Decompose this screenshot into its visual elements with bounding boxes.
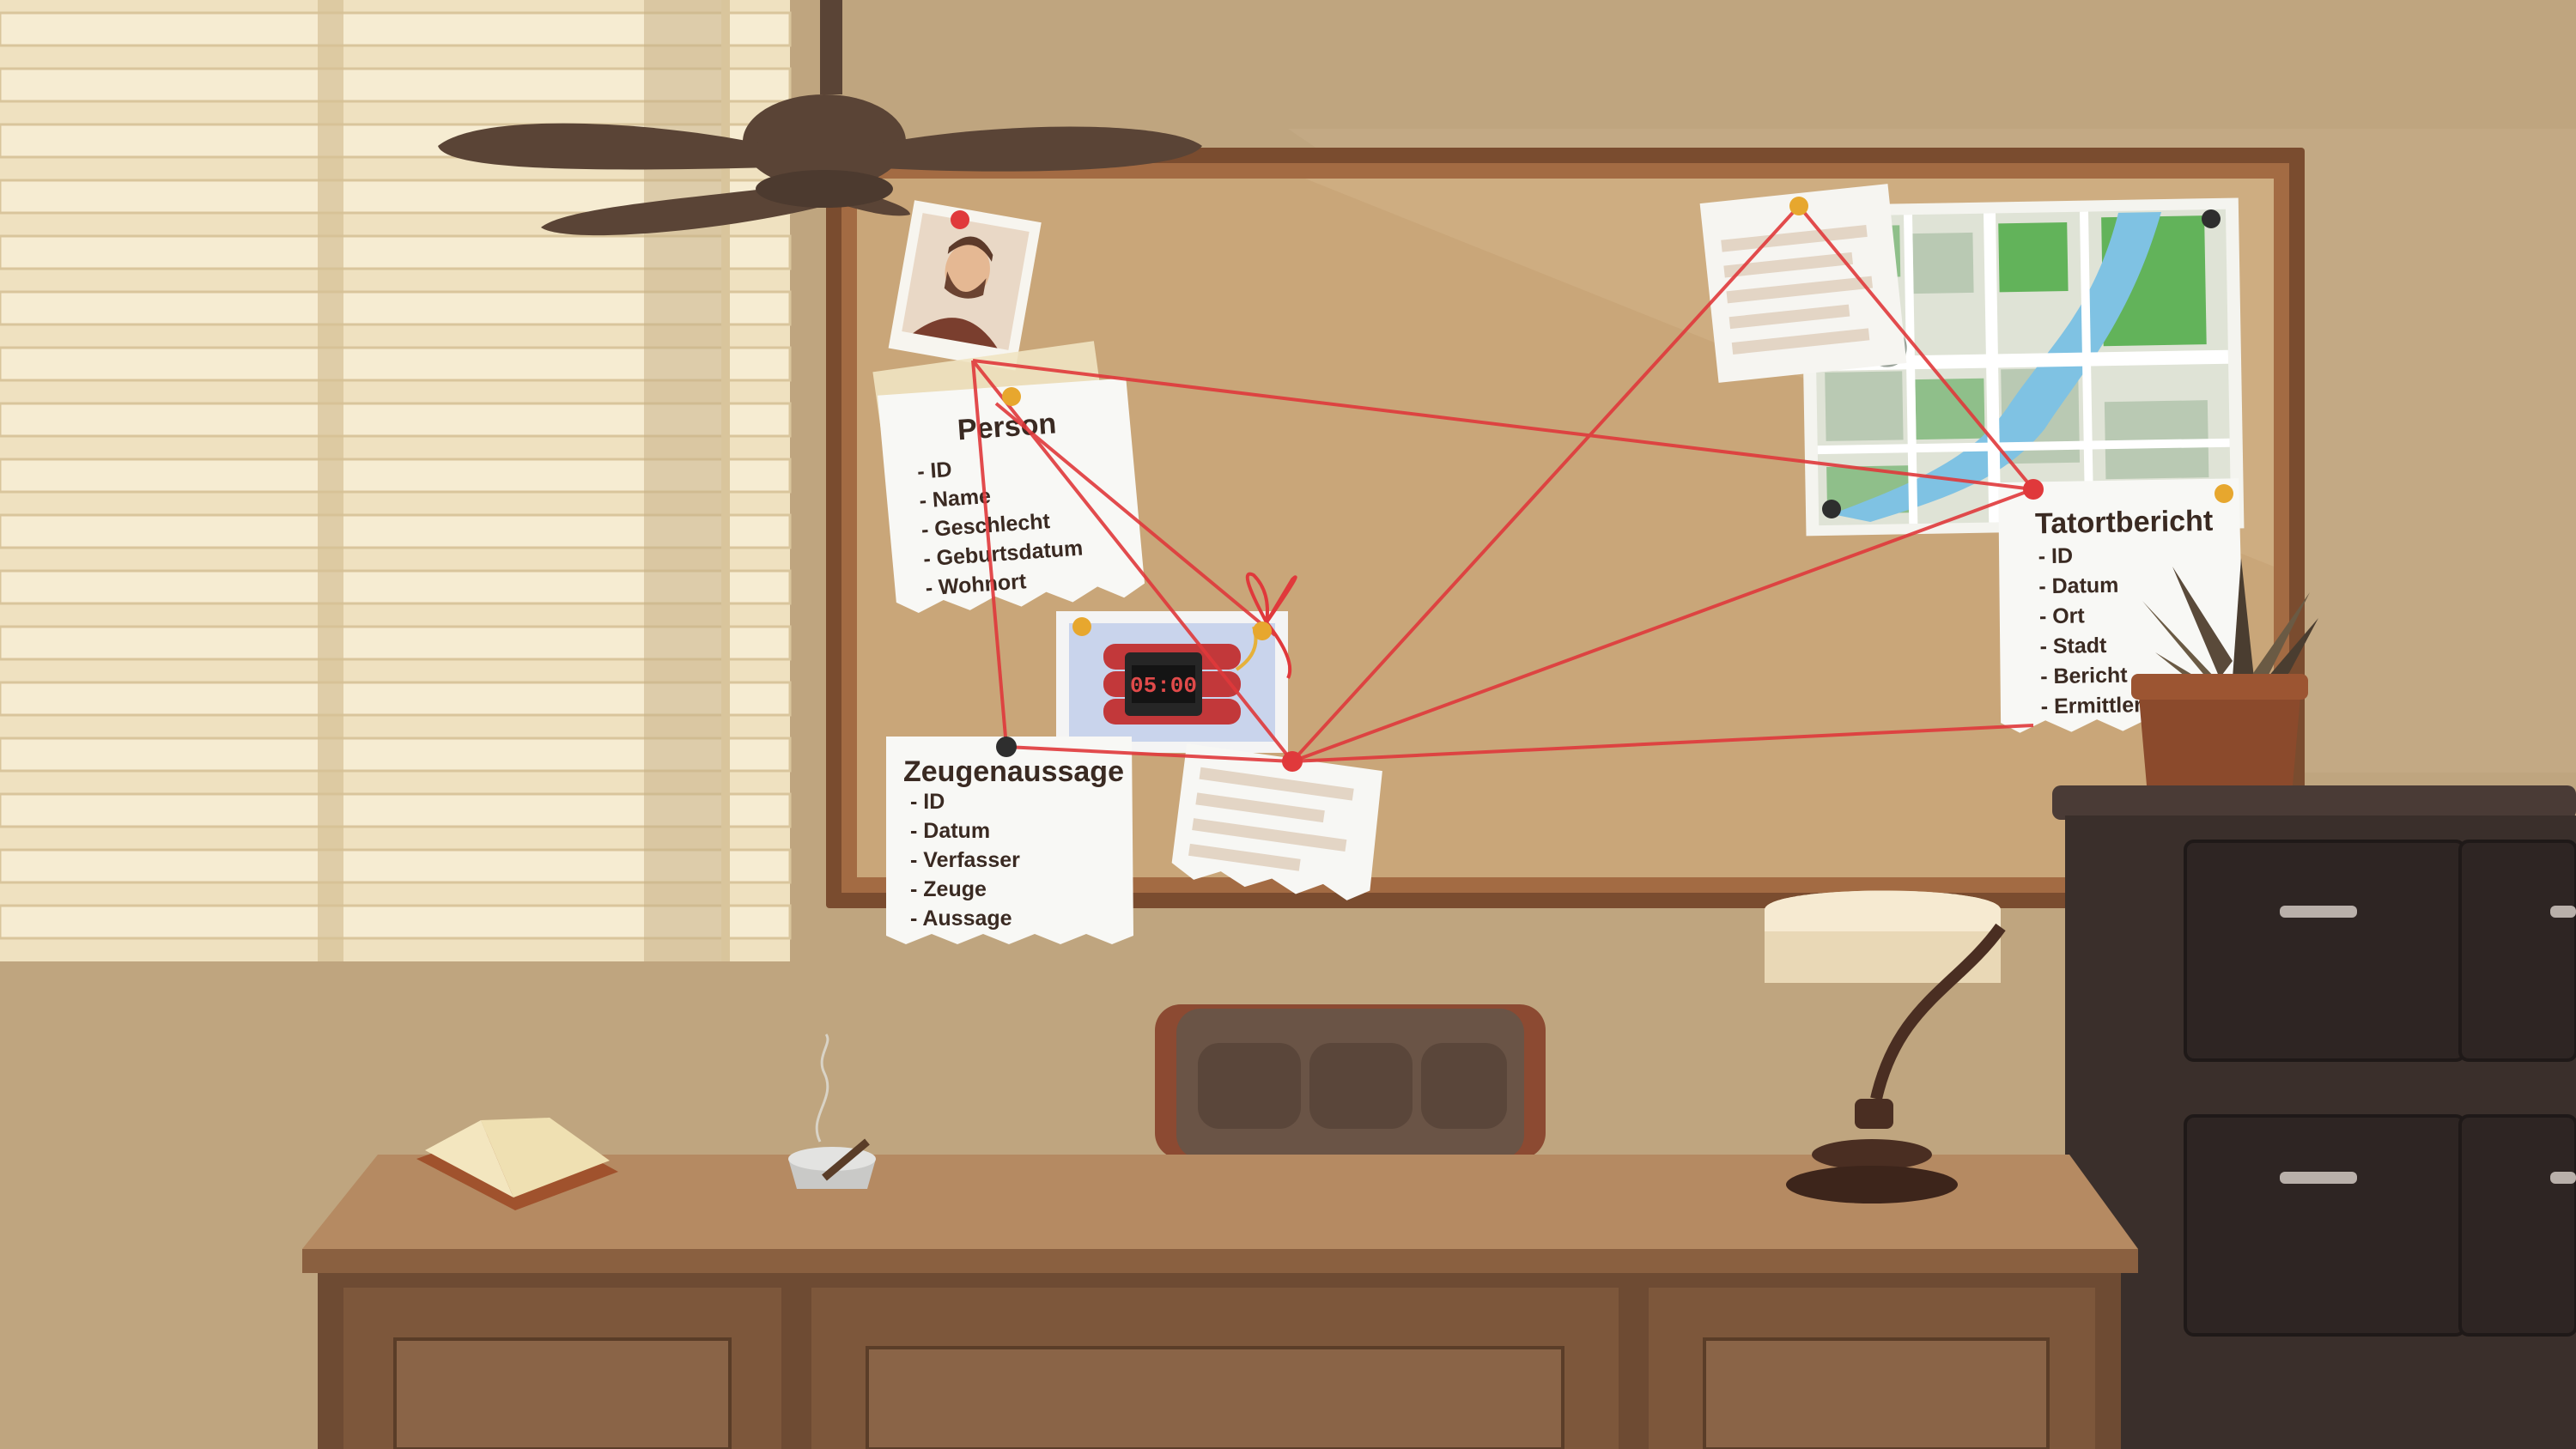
crime-report-field-5: - Ermittler [2041, 693, 2143, 718]
crime-report-field-2: - Ort [2039, 603, 2086, 628]
drawer-handle[interactable] [2280, 1172, 2357, 1184]
ashtray [788, 1034, 876, 1189]
push-pins [951, 197, 2233, 772]
witness-field-1: - Datum [910, 819, 990, 843]
ceiling-fan[interactable] [438, 0, 1202, 236]
filing-cabinet[interactable] [2052, 785, 2576, 1449]
bomb-timer-display: 05:00 [1130, 673, 1197, 699]
crime-report-field-0: - ID [2038, 544, 2073, 569]
open-book[interactable] [416, 1118, 618, 1210]
paper-note-bottom[interactable] [1168, 743, 1386, 904]
witness-note[interactable]: Zeugenaussage - ID - Datum - Verfasser -… [886, 737, 1133, 944]
witness-note-title: Zeugenaussage [903, 755, 1124, 788]
witness-field-0: - ID [910, 790, 945, 814]
red-bow [1245, 572, 1297, 679]
paper-note-top[interactable] [1699, 184, 1907, 383]
drawer-handle[interactable] [2280, 906, 2357, 918]
crime-report-field-4: - Bericht [2040, 664, 2129, 689]
office-chair[interactable] [1155, 1004, 1546, 1159]
crime-report-field-3: - Stadt [2039, 634, 2107, 658]
witness-field-3: - Zeuge [910, 877, 987, 901]
evidence-strings [971, 204, 2035, 763]
potted-plant [2131, 558, 2318, 785]
witness-field-2: - Verfasser [910, 848, 1020, 872]
crime-report-field-1: - Datum [2038, 573, 2119, 599]
person-field-1: - Name [919, 484, 992, 513]
desk-lamp[interactable] [1765, 890, 2006, 1204]
witness-field-4: - Aussage [910, 906, 1012, 931]
bomb-photo[interactable]: 05:00 [1056, 611, 1288, 753]
suspect-photo[interactable] [888, 200, 1042, 371]
person-field-0: - ID [916, 458, 952, 484]
crime-report-title: Tatortbericht [2035, 505, 2214, 541]
person-note[interactable]: Person - ID - Name - Geschlecht - Geburt… [877, 378, 1145, 615]
desk[interactable] [302, 1155, 2138, 1449]
